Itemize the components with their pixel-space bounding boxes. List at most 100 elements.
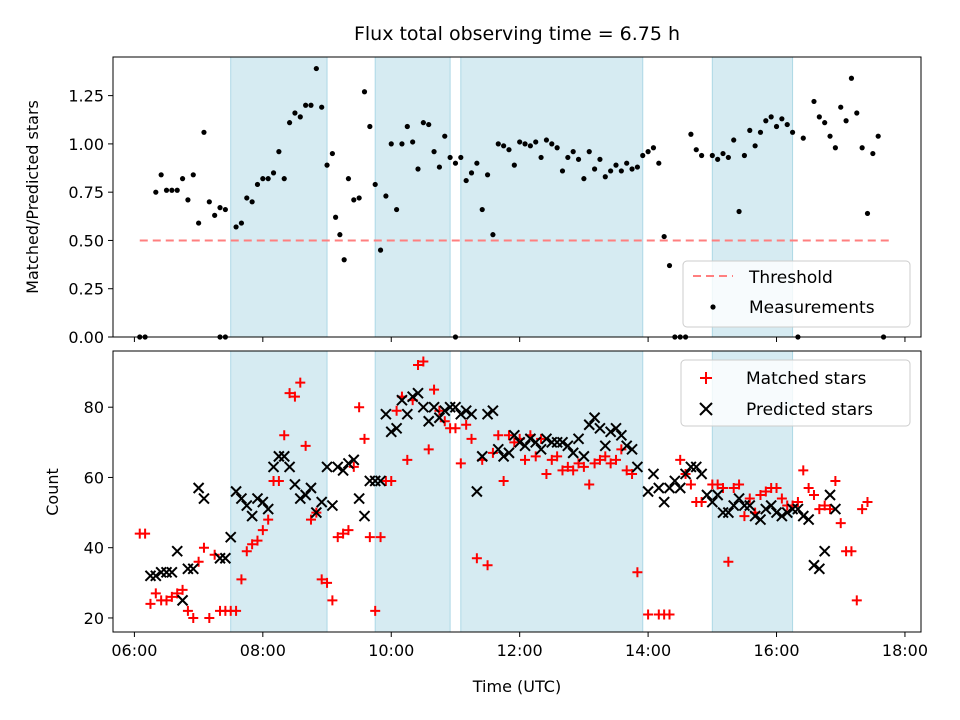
measurement-point <box>410 139 416 145</box>
measurement-point <box>838 104 844 110</box>
predicted-star-point <box>198 492 210 505</box>
y-tick-label: 1.25 <box>68 87 104 106</box>
measurement-point <box>303 102 309 108</box>
measurement-point <box>244 195 250 201</box>
matched-star-point <box>808 490 819 501</box>
matched-star-point <box>734 479 745 490</box>
matched-star-point <box>375 532 386 543</box>
measurement-point <box>859 145 865 151</box>
matched-star-point <box>557 465 568 476</box>
top-plot-frame <box>112 56 922 338</box>
matched-star-point <box>241 546 252 557</box>
bottom-y-ticks: 20 40 60 80 <box>84 398 113 628</box>
matched-legend-swatch <box>700 372 712 384</box>
measurement-point <box>265 176 271 182</box>
predicted-star-point <box>540 433 553 445</box>
measurement-point <box>356 195 362 201</box>
x-tick-label: 16:00 <box>753 641 799 660</box>
matched-star-point <box>391 405 402 416</box>
measurement-point <box>591 166 598 172</box>
matched-star-point <box>610 454 621 465</box>
measurement-point <box>543 137 550 143</box>
matched-star-point <box>798 465 809 476</box>
measurement-point <box>629 166 635 172</box>
matched-star-point <box>161 595 172 606</box>
matched-star-point <box>616 444 627 455</box>
matched-star-point <box>814 504 825 515</box>
predicted-star-point <box>358 510 371 522</box>
predicted-star-point <box>455 408 467 420</box>
predicted-star-point <box>476 450 488 463</box>
matched-star-point <box>209 549 220 560</box>
measurement-point <box>158 172 164 178</box>
measurement-point <box>404 123 410 130</box>
bottom-legend-box <box>680 359 911 427</box>
matched-star-point <box>568 465 579 476</box>
matched-star-point <box>573 458 584 469</box>
measurement-point <box>747 127 753 133</box>
matched-star-point <box>439 416 450 427</box>
matched-star-point <box>830 475 841 486</box>
measurement-point <box>313 65 319 72</box>
matched-star-point <box>327 595 338 606</box>
predicted-star-point <box>653 482 665 494</box>
predicted-star-point <box>337 464 349 477</box>
measurement-point <box>661 233 667 240</box>
matched-star-point <box>172 588 183 599</box>
y-tick-label: 20 <box>84 609 104 628</box>
matched-star-point <box>825 504 836 515</box>
measurement-point <box>426 121 432 128</box>
predicted-star-point <box>412 387 424 399</box>
predicted-star-point <box>749 510 761 522</box>
measurement-point <box>442 133 448 139</box>
predicted-star-point <box>310 506 323 519</box>
predicted-star-point <box>305 482 317 494</box>
measurements-legend-swatch <box>710 304 716 310</box>
predicted-star-point <box>353 492 365 505</box>
measurement-point <box>720 150 726 157</box>
measurement-point <box>559 168 566 174</box>
predicted-star-point <box>160 566 173 578</box>
measurement-point <box>624 160 630 166</box>
predicted-star-point <box>283 461 296 473</box>
predicted-star-point <box>669 475 681 487</box>
top-y-ticks: 0.00 0.25 0.50 0.75 1.00 1.25 <box>68 87 113 347</box>
predicted-star-point <box>594 422 606 434</box>
predicted-star-point <box>578 450 590 463</box>
measurement-point <box>522 141 528 147</box>
predicted-star-point <box>326 499 339 512</box>
predicted-star-point <box>562 440 574 452</box>
matched-star-point <box>343 525 354 536</box>
predicted-star-point <box>728 499 740 512</box>
measurement-point <box>415 166 421 172</box>
predicted-star-point <box>417 401 430 413</box>
measurement-point <box>822 120 828 126</box>
predicted-star-point <box>144 570 157 582</box>
matched-star-point <box>723 556 734 567</box>
predicted-star-point <box>241 499 253 512</box>
predicted-star-point <box>642 485 654 498</box>
measurement-point <box>377 247 384 253</box>
predicted-star-point <box>695 468 708 480</box>
predicted-star-point <box>556 436 569 449</box>
predicted-star-point <box>471 485 483 498</box>
predicted-star-point <box>503 447 515 459</box>
measurement-point <box>276 149 282 155</box>
predicted-star-point <box>808 559 820 571</box>
matched-star-point <box>429 384 440 395</box>
predicted-star-point <box>428 401 440 413</box>
measurement-point <box>201 129 207 135</box>
measurement-point <box>843 118 849 124</box>
measurement-point <box>399 141 405 147</box>
measurement-point <box>233 224 239 230</box>
predicted-star-point <box>781 506 793 519</box>
matched-star-point <box>279 430 290 441</box>
matched-star-point <box>552 451 563 462</box>
measurement-point <box>501 143 507 149</box>
top-x-ticks <box>133 337 906 342</box>
measurement-point <box>222 206 228 213</box>
matched-star-point <box>536 433 547 444</box>
measurement-point <box>297 114 303 120</box>
matched-star-point <box>455 458 466 469</box>
